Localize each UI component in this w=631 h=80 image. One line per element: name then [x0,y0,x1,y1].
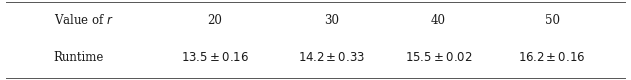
Text: $16.2 \pm 0.16$: $16.2 \pm 0.16$ [519,51,586,64]
Text: 40: 40 [431,14,446,26]
Text: 30: 30 [324,14,339,26]
Text: Value of $r$: Value of $r$ [54,13,114,27]
Text: 50: 50 [545,14,560,26]
Text: 20: 20 [207,14,222,26]
Text: $14.2 \pm 0.33$: $14.2 \pm 0.33$ [298,51,365,64]
Text: $15.5 \pm 0.02$: $15.5 \pm 0.02$ [404,51,473,64]
Text: $13.5 \pm 0.16$: $13.5 \pm 0.16$ [180,51,249,64]
Text: Runtime: Runtime [54,51,104,64]
